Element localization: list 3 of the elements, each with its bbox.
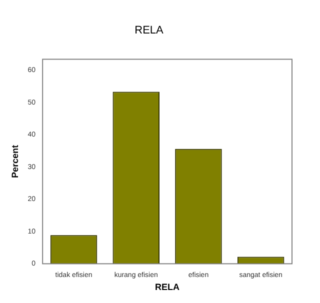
x-axis-title: RELA — [155, 282, 180, 292]
chart-title: RELA — [134, 24, 164, 37]
y-axis-title: Percent — [10, 144, 20, 178]
